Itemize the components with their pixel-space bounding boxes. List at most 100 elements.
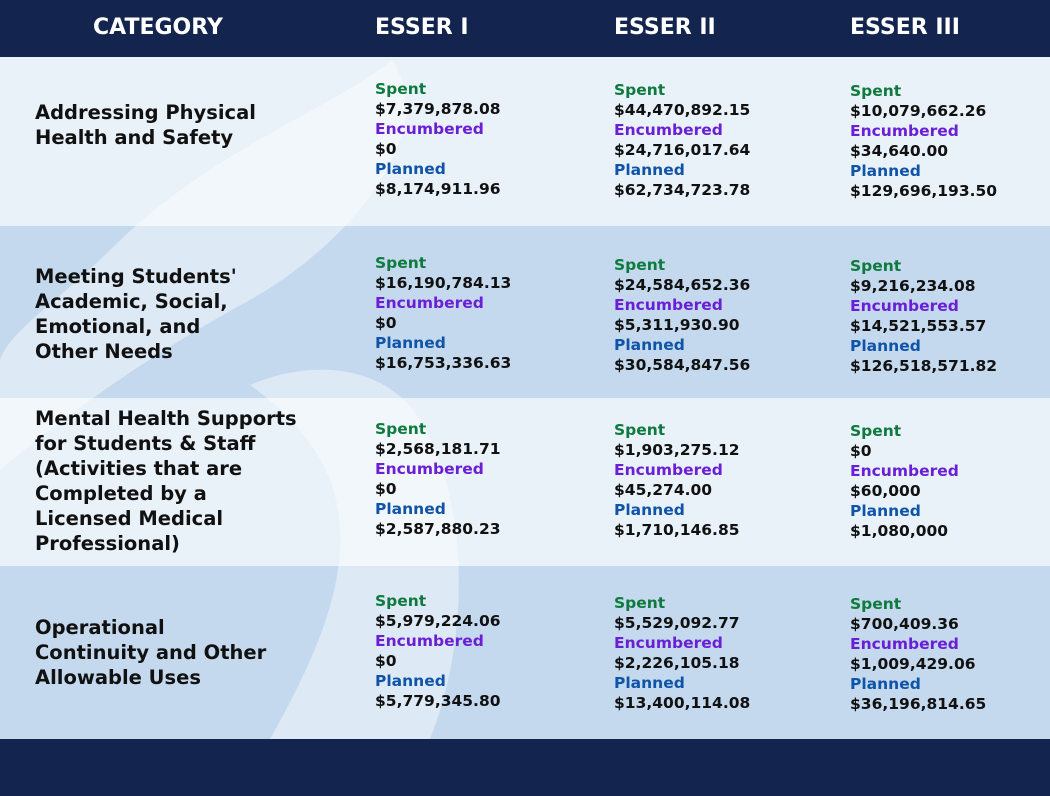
planned-label: Planned — [614, 674, 685, 692]
cell-row-1-esser-1: Spent $7,379,878.08 Encumbered $0 Planned $8,… — [375, 79, 501, 199]
planned-value: $62,734,723.78 — [614, 181, 751, 199]
encumbered-value: $0 — [375, 652, 397, 670]
spent-label: Spent — [850, 82, 902, 100]
row-band-1 — [0, 57, 1050, 226]
planned-value: $30,584,847.56 — [614, 356, 751, 374]
planned-value: $16,753,336.63 — [375, 354, 512, 372]
spent-label: Spent — [614, 594, 666, 612]
category-line: Allowable Uses — [35, 666, 201, 689]
cell-row-3-esser-3: Spent $0 Encumbered $60,000 Planned $1,080,00… — [850, 421, 959, 541]
encumbered-label: Encumbered — [850, 297, 959, 315]
spent-label: Spent — [850, 595, 902, 613]
category-line: Operational — [35, 616, 165, 639]
spent-label: Spent — [850, 422, 902, 440]
encumbered-value: $0 — [375, 140, 397, 158]
spent-value: $9,216,234.08 — [850, 277, 976, 295]
encumbered-label: Encumbered — [614, 461, 723, 479]
spent-value: $24,584,652.36 — [614, 276, 751, 294]
column-header-esser-1: ESSER I — [375, 15, 469, 40]
encumbered-value: $0 — [375, 314, 397, 332]
planned-label: Planned — [850, 675, 921, 693]
cell-row-3-esser-1: Spent $2,568,181.71 Encumbered $0 Planned $2,… — [375, 419, 501, 539]
encumbered-label: Encumbered — [850, 635, 959, 653]
category-line: (Activities that are — [35, 457, 243, 480]
category-label-row-1: Addressing Physical Health and Safety — [35, 100, 335, 150]
encumbered-value: $2,226,105.18 — [614, 654, 740, 672]
row-band-3 — [0, 398, 1050, 566]
encumbered-value: $0 — [375, 480, 397, 498]
spent-label: Spent — [614, 81, 666, 99]
spent-value: $0 — [850, 442, 872, 460]
planned-value: $36,196,814.65 — [850, 695, 987, 713]
encumbered-label: Encumbered — [614, 121, 723, 139]
column-header-category: CATEGORY — [93, 15, 223, 40]
planned-value: $2,587,880.23 — [375, 520, 501, 538]
cell-row-2-esser-2: Spent $24,584,652.36 Encumbered $5,311,930.… — [614, 255, 750, 375]
spent-value: $5,979,224.06 — [375, 612, 501, 630]
cell-row-4-esser-3: Spent $700,409.36 Encumbered $1,009,429.06 P… — [850, 594, 986, 714]
column-header-esser-3: ESSER III — [850, 15, 960, 40]
planned-value: $1,080,000 — [850, 522, 949, 540]
encumbered-label: Encumbered — [850, 122, 959, 140]
encumbered-label: Encumbered — [375, 120, 484, 138]
cell-row-1-esser-2: Spent $44,470,892.15 Encumbered $24,716,017… — [614, 80, 750, 200]
category-line: Health and Safety — [35, 126, 234, 149]
planned-label: Planned — [614, 161, 685, 179]
encumbered-value: $60,000 — [850, 482, 921, 500]
encumbered-value: $1,009,429.06 — [850, 655, 976, 673]
cell-row-2-esser-3: Spent $9,216,234.08 Encumbered $14,521,553.… — [850, 256, 997, 376]
planned-label: Planned — [375, 500, 446, 518]
planned-value: $13,400,114.08 — [614, 694, 751, 712]
category-line: Academic, Social, — [35, 290, 228, 313]
spent-value: $1,903,275.12 — [614, 441, 740, 459]
spent-value: $5,529,092.77 — [614, 614, 740, 632]
spent-label: Spent — [375, 254, 427, 272]
encumbered-value: $14,521,553.57 — [850, 317, 987, 335]
planned-value: $1,710,146.85 — [614, 521, 740, 539]
column-header-esser-2: ESSER II — [614, 15, 716, 40]
spent-value: $16,190,784.13 — [375, 274, 512, 292]
category-label-row-2: Meeting Students' Academic, Social, Emotio… — [35, 264, 335, 364]
planned-label: Planned — [375, 334, 446, 352]
category-line: Mental Health Supports — [35, 407, 297, 430]
planned-label: Planned — [614, 501, 685, 519]
encumbered-label: Encumbered — [614, 634, 723, 652]
planned-label: Planned — [375, 672, 446, 690]
spent-value: $10,079,662.26 — [850, 102, 987, 120]
category-line: Professional) — [35, 532, 180, 555]
encumbered-label: Encumbered — [850, 462, 959, 480]
swoosh-shape — [0, 60, 459, 739]
category-line: Emotional, and — [35, 315, 201, 338]
category-line: Other Needs — [35, 340, 173, 363]
cell-row-4-esser-1: Spent $5,979,224.06 Encumbered $0 Planned $5,… — [375, 591, 501, 711]
spent-value: $2,568,181.71 — [375, 440, 501, 458]
footer-bar — [0, 739, 1050, 796]
category-line: Meeting Students' — [35, 265, 237, 288]
planned-label: Planned — [375, 160, 446, 178]
encumbered-label: Encumbered — [375, 294, 484, 312]
planned-label: Planned — [850, 502, 921, 520]
encumbered-label: Encumbered — [614, 296, 723, 314]
encumbered-value: $5,311,930.90 — [614, 316, 740, 334]
encumbered-value: $24,716,017.64 — [614, 141, 751, 159]
table-header: CATEGORY ESSER I ESSER II ESSER III — [0, 0, 1050, 57]
cell-row-2-esser-1: Spent $16,190,784.13 Encumbered $0 Planned $1… — [375, 253, 511, 373]
category-line: Completed by a — [35, 482, 207, 505]
planned-label: Planned — [614, 336, 685, 354]
spent-label: Spent — [614, 256, 666, 274]
planned-value: $126,518,571.82 — [850, 357, 998, 375]
row-band-2 — [0, 226, 1050, 398]
planned-value: $5,779,345.80 — [375, 692, 501, 710]
encumbered-label: Encumbered — [375, 460, 484, 478]
row-band-4 — [0, 566, 1050, 739]
spent-label: Spent — [375, 592, 427, 610]
spent-value: $7,379,878.08 — [375, 100, 501, 118]
category-line: Continuity and Other — [35, 641, 267, 664]
spent-value: $44,470,892.15 — [614, 101, 751, 119]
spent-label: Spent — [375, 80, 427, 98]
planned-label: Planned — [850, 162, 921, 180]
category-line: for Students & Staff — [35, 432, 256, 455]
category-label-row-3: Mental Health Supports for Students & Sta… — [35, 406, 335, 556]
